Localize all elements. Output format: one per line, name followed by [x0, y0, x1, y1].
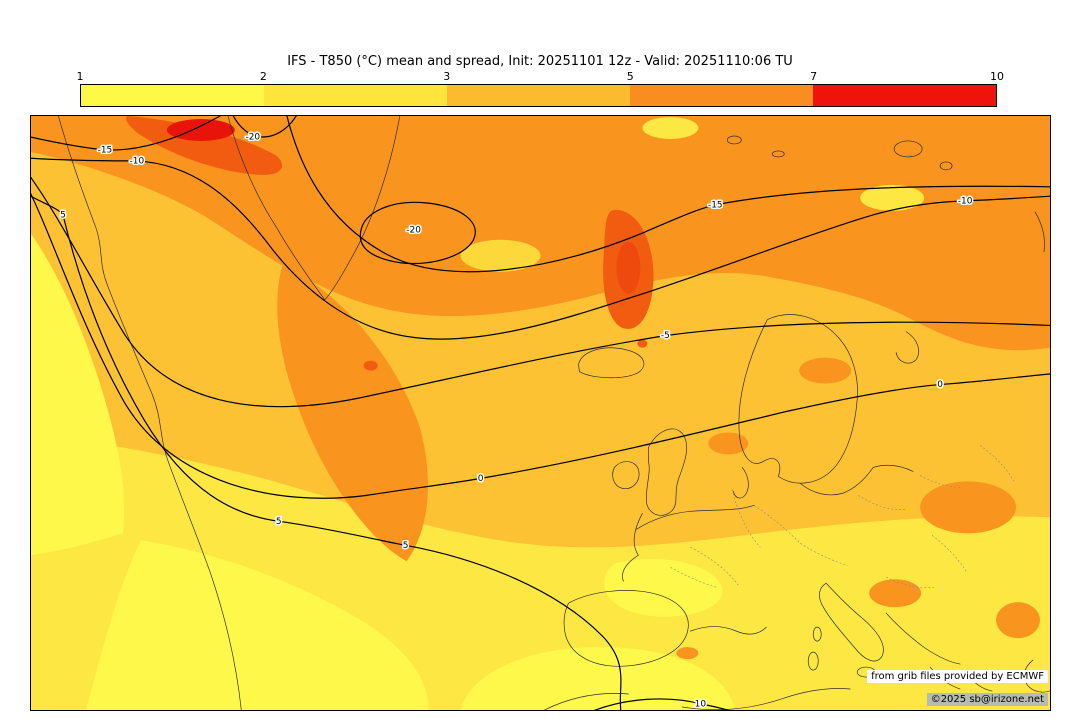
spread-fill-regions	[31, 116, 1050, 710]
contour-label: -15	[708, 200, 723, 210]
coastlines	[58, 116, 1050, 710]
greenland-coastline	[227, 116, 401, 301]
gulf-of-lion-coastline	[690, 626, 767, 635]
spread-colorbar: 1 2 3 5 7 10	[76, 70, 1005, 107]
contour-plus-5	[31, 195, 622, 710]
corsica-coastline	[812, 626, 822, 642]
uk-coastline	[645, 428, 687, 516]
contour-label: -20	[406, 225, 421, 235]
contour-label: 0	[937, 380, 943, 390]
map-canvas: -10 -15 -20 -20 -15 -10 -5 0 0 5 5 5 10	[31, 116, 1050, 710]
north-america-coastline	[58, 116, 242, 710]
colorbar-tick: 1	[76, 70, 84, 83]
colorbar-segment	[81, 85, 264, 106]
contour-minus-15-main	[286, 116, 1050, 273]
contour-label: -20	[245, 132, 260, 142]
france-atlantic-coastline	[622, 512, 643, 582]
colorbar-segment	[813, 85, 996, 106]
ecmwf-credit: from grib files provided by ECMWF	[867, 670, 1048, 683]
contour-label: 0	[478, 474, 484, 484]
contour-minus-10-west	[31, 157, 1050, 340]
contour-label: 10	[695, 700, 707, 710]
arctic-island-coastline	[771, 150, 785, 158]
svalbard-coastline	[893, 140, 923, 158]
iceland-coastline	[578, 347, 645, 379]
italy-coastline	[819, 582, 884, 662]
colorbar-segment	[264, 85, 447, 106]
contour-labels: -10 -15 -20 -20 -15 -10 -5 0 0 5 5 5 10	[59, 131, 975, 710]
contour-minus-5	[31, 176, 1050, 408]
contour-minus-20-loop	[359, 201, 476, 265]
contour-plus-10	[593, 698, 730, 710]
colorbar-tick: 2	[259, 70, 267, 83]
weather-map: -10 -15 -20 -20 -15 -10 -5 0 0 5 5 5 10 …	[30, 115, 1051, 711]
ireland-coastline	[612, 461, 640, 489]
baltic-coastline	[799, 467, 874, 496]
arctic-island-coastline	[939, 161, 953, 171]
africa-coastline-east	[682, 688, 851, 710]
contour-label: 5	[276, 517, 282, 527]
contour-label: -10	[958, 196, 973, 206]
colorbar-tick: 5	[626, 70, 634, 83]
denmark-coastline	[732, 467, 749, 499]
contour-label: -15	[98, 145, 113, 155]
page-title: IFS - T850 (°C) mean and spread, Init: 2…	[287, 54, 793, 69]
africa-coastline	[543, 693, 629, 710]
white-sea-coastline	[895, 331, 919, 364]
contour-label: 5	[403, 541, 409, 551]
colorbar-tick: 3	[443, 70, 451, 83]
arctic-island-coastline	[726, 135, 742, 145]
contour-label: 5	[60, 210, 66, 220]
contour-minus-20-top	[232, 116, 297, 138]
copyright-credit: ©2025 sb@irizone.net	[926, 693, 1048, 706]
contour-minus-15-corner	[31, 116, 222, 151]
colorbar-tick: 7	[810, 70, 818, 83]
contour-lines	[31, 116, 1050, 710]
novaya-zemlya-coastline	[1034, 211, 1045, 253]
contour-label: -5	[661, 331, 670, 341]
colorbar-tick-row: 1 2 3 5 7 10	[76, 70, 1005, 84]
iberia-coastline	[563, 590, 689, 667]
adriatic-coastline	[885, 612, 961, 665]
scandinavia-coastline	[738, 314, 858, 484]
sardinia-coastline	[807, 651, 819, 671]
black-sea-coastline	[1023, 659, 1050, 693]
colorbar-gradient-bar	[80, 84, 997, 107]
contour-zero	[31, 192, 1050, 499]
russia-coastline	[872, 464, 914, 472]
country-borders	[670, 445, 1015, 588]
north-sea-coastline	[636, 504, 755, 530]
colorbar-segment	[447, 85, 630, 106]
colorbar-segment	[630, 85, 813, 106]
contour-label: -10	[130, 156, 145, 166]
colorbar-tick: 10	[990, 70, 1004, 83]
